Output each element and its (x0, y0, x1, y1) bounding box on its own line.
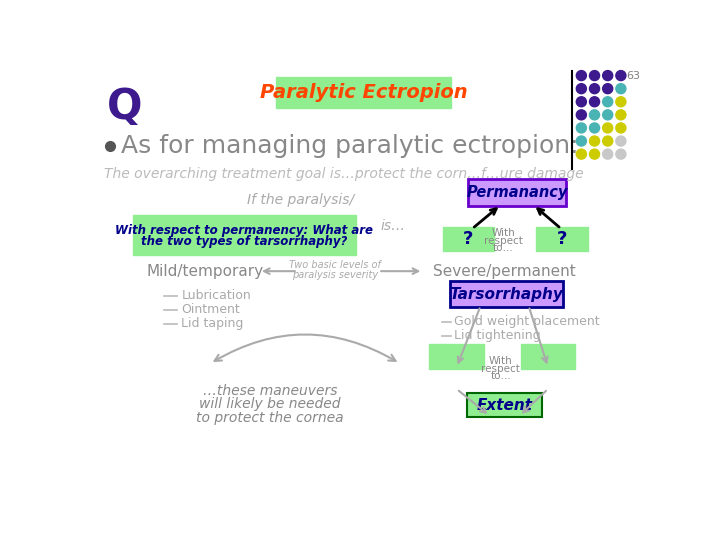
Circle shape (590, 71, 600, 80)
Circle shape (590, 110, 600, 120)
Circle shape (590, 149, 600, 159)
Circle shape (576, 123, 586, 133)
Text: Lubrication: Lubrication (181, 289, 251, 302)
Circle shape (616, 136, 626, 146)
Text: Q: Q (107, 86, 143, 128)
Text: With respect to permanency: What are: With respect to permanency: What are (115, 224, 373, 237)
Text: Severe/permanent: Severe/permanent (433, 264, 576, 279)
Text: If the paralysis/: If the paralysis/ (247, 193, 354, 206)
Text: The overarching treatment goal is…protect the corn…f…ure damage: The overarching treatment goal is…protec… (104, 167, 584, 181)
Text: respect: respect (481, 363, 520, 374)
Text: 63: 63 (626, 71, 640, 81)
Circle shape (616, 110, 626, 120)
Text: …these maneuvers: …these maneuvers (202, 384, 337, 399)
Text: paralysis severity: paralysis severity (292, 270, 378, 280)
Circle shape (576, 84, 586, 93)
FancyBboxPatch shape (536, 226, 588, 251)
Circle shape (603, 149, 613, 159)
Text: Lid tightening: Lid tightening (454, 329, 541, 342)
Text: Tarsorrhaphy: Tarsorrhaphy (449, 287, 563, 302)
Circle shape (590, 136, 600, 146)
Circle shape (616, 97, 626, 107)
Circle shape (603, 97, 613, 107)
Text: the two types of tarsorrhaphy?: the two types of tarsorrhaphy? (141, 235, 348, 248)
Text: Two basic levels of: Two basic levels of (289, 260, 381, 270)
Circle shape (590, 97, 600, 107)
Circle shape (603, 71, 613, 80)
Text: will likely be needed: will likely be needed (199, 397, 341, 411)
Text: ?: ? (463, 230, 473, 248)
Circle shape (576, 110, 586, 120)
FancyBboxPatch shape (443, 226, 494, 251)
FancyBboxPatch shape (429, 345, 484, 369)
Text: Ointment: Ointment (181, 303, 240, 316)
Circle shape (576, 97, 586, 107)
Circle shape (616, 149, 626, 159)
Circle shape (590, 123, 600, 133)
Circle shape (603, 110, 613, 120)
FancyBboxPatch shape (467, 393, 542, 417)
Circle shape (576, 136, 586, 146)
Text: As for managing paralytic ectropion:: As for managing paralytic ectropion: (121, 134, 578, 158)
Circle shape (616, 71, 626, 80)
Text: respect: respect (484, 236, 523, 246)
Text: to…: to… (490, 372, 511, 381)
Circle shape (576, 149, 586, 159)
Circle shape (616, 84, 626, 93)
Circle shape (603, 136, 613, 146)
FancyBboxPatch shape (276, 77, 451, 108)
Circle shape (576, 71, 586, 80)
Text: Gold weight placement: Gold weight placement (454, 315, 600, 328)
FancyBboxPatch shape (449, 281, 563, 307)
Text: Paralytic Ectropion: Paralytic Ectropion (260, 83, 467, 102)
Circle shape (616, 123, 626, 133)
Text: Extent: Extent (477, 397, 533, 413)
Text: Permanancy: Permanancy (467, 185, 567, 200)
Circle shape (603, 123, 613, 133)
Circle shape (590, 84, 600, 93)
FancyBboxPatch shape (468, 179, 566, 206)
Circle shape (603, 84, 613, 93)
Text: to…: to… (492, 244, 513, 253)
FancyBboxPatch shape (521, 345, 575, 369)
Text: Mild/temporary: Mild/temporary (146, 264, 264, 279)
Text: Lid taping: Lid taping (181, 317, 244, 330)
Text: With: With (489, 356, 513, 366)
Text: is…: is… (381, 219, 405, 233)
Text: ?: ? (557, 230, 567, 248)
Text: With: With (491, 228, 515, 238)
Text: to protect the cornea: to protect the cornea (196, 410, 343, 424)
FancyArrowPatch shape (215, 334, 395, 361)
FancyBboxPatch shape (133, 215, 356, 255)
